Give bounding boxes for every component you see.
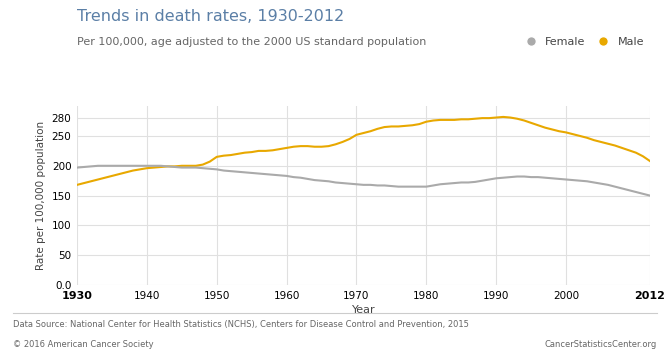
Text: © 2016 American Cancer Society: © 2016 American Cancer Society [13,340,154,349]
Text: Per 100,000, age adjusted to the 2000 US standard population: Per 100,000, age adjusted to the 2000 US… [77,37,426,47]
X-axis label: Year: Year [352,305,375,315]
Y-axis label: Rate per 100,000 population: Rate per 100,000 population [36,121,46,270]
Legend: Female, Male: Female, Male [520,37,645,47]
Text: CancerStatisticsCenter.org: CancerStatisticsCenter.org [544,340,657,349]
Text: Trends in death rates, 1930-2012: Trends in death rates, 1930-2012 [77,9,344,24]
Text: Data Source: National Center for Health Statistics (NCHS), Centers for Disease C: Data Source: National Center for Health … [13,320,469,329]
